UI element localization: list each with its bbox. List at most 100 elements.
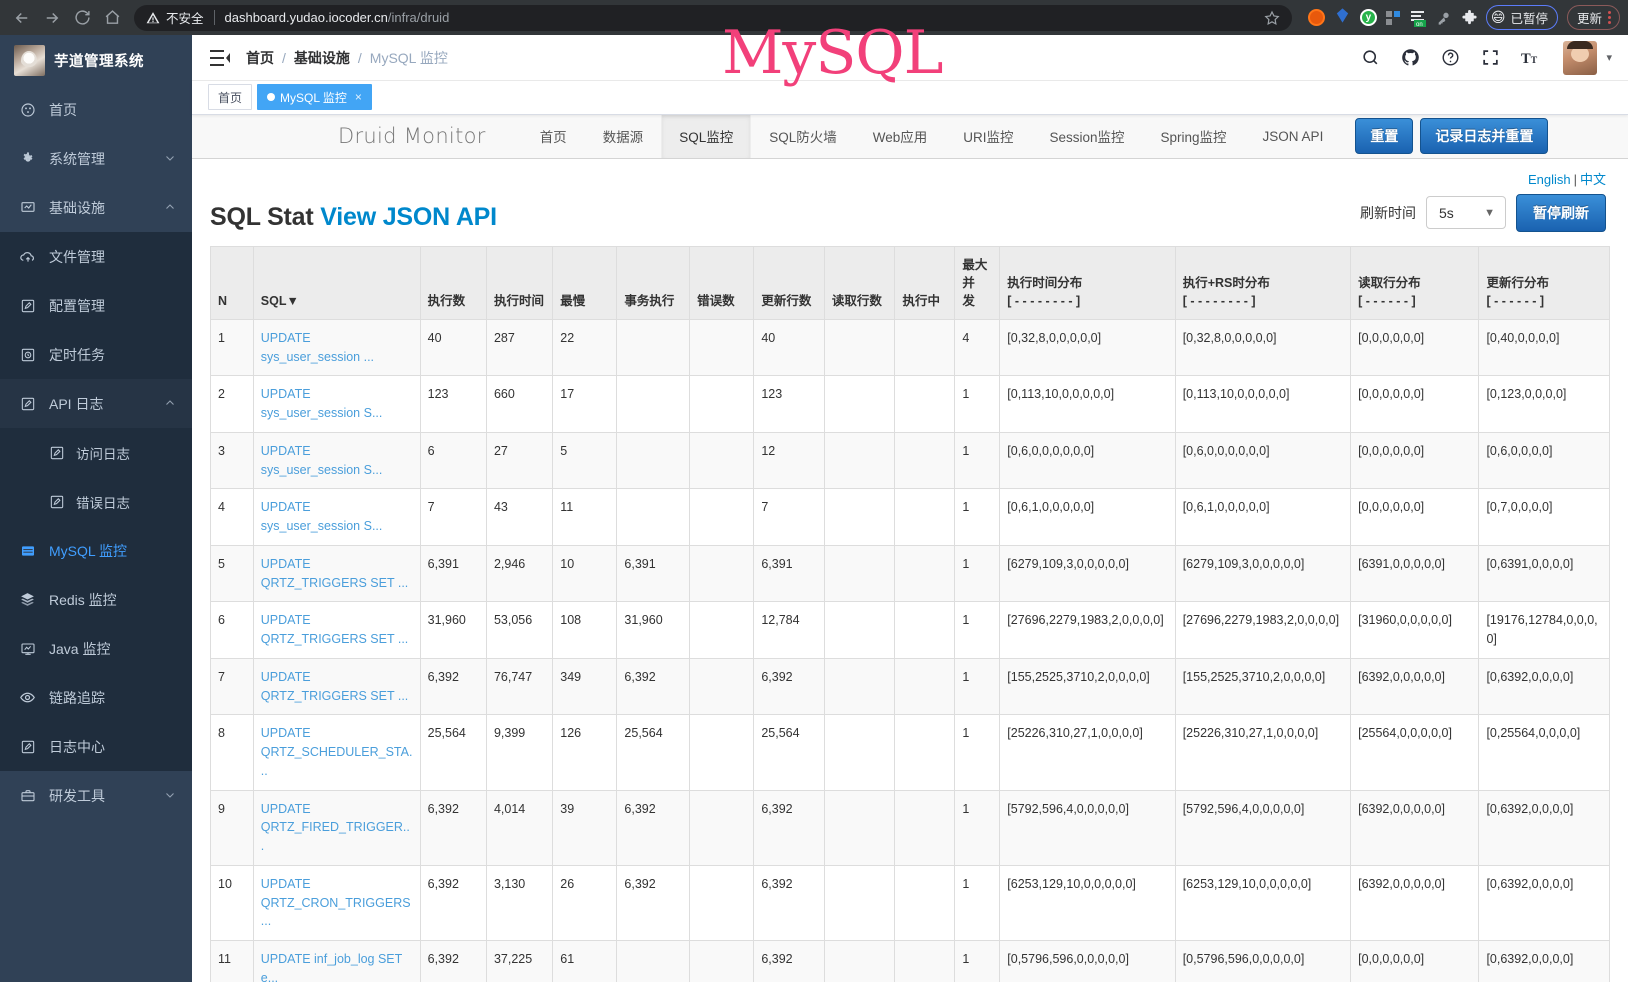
refresh-interval-select[interactable]: 5s ▼ <box>1426 196 1506 230</box>
cell-sql[interactable]: UPDATE QRTZ_TRIGGERS SET ... <box>252 544 421 603</box>
github-icon[interactable] <box>1401 48 1420 67</box>
reload-button[interactable] <box>68 4 96 32</box>
sidebar-toggle-icon[interactable] <box>192 49 246 66</box>
help-icon[interactable] <box>1441 48 1460 67</box>
table-header-14[interactable]: 更新行分布 [ - - - - - - ] <box>1478 245 1610 320</box>
sidebar-item-10[interactable]: Redis 监控 <box>0 575 192 624</box>
profile-paused-pill[interactable]: 😄 已暂停 <box>1485 5 1558 30</box>
druid-nav-0[interactable]: 首页 <box>522 115 585 158</box>
sidebar-item-14[interactable]: 研发工具 <box>0 771 192 820</box>
sidebar-item-11[interactable]: Java 监控 <box>0 624 192 673</box>
cell-sql[interactable]: UPDATE sys_user_session ... <box>252 318 421 377</box>
table-header-12[interactable]: 执行+RS时分布 [ - - - - - - - - ] <box>1174 245 1352 320</box>
druid-nav-1[interactable]: 数据源 <box>585 115 662 158</box>
extension-orange-icon[interactable] <box>1307 9 1325 26</box>
pause-refresh-button[interactable]: 暂停刷新 <box>1516 193 1606 232</box>
sidebar-item-0[interactable]: 首页 <box>0 85 192 134</box>
druid-nav-8[interactable]: JSON API <box>1245 115 1342 158</box>
home-button[interactable] <box>98 4 126 32</box>
cell-sql[interactable]: UPDATE QRTZ_CRON_TRIGGERS... <box>252 864 421 942</box>
sql-link[interactable]: UPDATE sys_user_session S... <box>260 443 383 477</box>
cell-sql[interactable]: UPDATE sys_user_session S... <box>252 488 421 546</box>
sidebar-item-2[interactable]: 基础设施 <box>0 183 192 232</box>
table-header-10[interactable]: 最大并发 <box>954 245 1001 320</box>
breadcrumb-item-1[interactable]: 基础设施 <box>293 49 350 66</box>
sql-link[interactable]: UPDATE sys_user_session S... <box>260 500 383 534</box>
druid-nav-4[interactable]: Web应用 <box>855 115 946 158</box>
bookmark-star-icon[interactable] <box>1264 10 1280 26</box>
cell-sql[interactable]: UPDATE QRTZ_TRIGGERS SET ... <box>252 601 421 659</box>
cell-sql[interactable]: UPDATE sys_user_session S... <box>252 431 421 490</box>
sidebar-item-9[interactable]: MySQL 监控 <box>0 526 192 575</box>
sql-link[interactable]: UPDATE sys_user_session ... <box>260 330 375 364</box>
table-header-0[interactable]: N <box>210 245 254 320</box>
fullscreen-icon[interactable] <box>1481 48 1500 67</box>
back-button[interactable] <box>8 4 36 32</box>
table-header-3[interactable]: 执行时间 <box>485 245 554 320</box>
table-header-1[interactable]: SQL▼ <box>252 245 421 320</box>
update-pill[interactable]: 更新 <box>1566 5 1620 30</box>
extension-grid-icon[interactable] <box>1385 10 1402 26</box>
table-header-5[interactable]: 事务执行 <box>616 245 691 320</box>
sql-link[interactable]: UPDATE QRTZ_SCHEDULER_STA... <box>260 726 413 778</box>
table-header-7[interactable]: 更新行数 <box>753 245 825 320</box>
druid-nav-6[interactable]: Session监控 <box>1031 115 1142 158</box>
sidebar-item-12[interactable]: 链路追踪 <box>0 673 192 722</box>
sql-link[interactable]: UPDATE QRTZ_TRIGGERS SET ... <box>260 613 409 647</box>
avatar[interactable] <box>1563 40 1598 75</box>
view-json-api-link[interactable]: View JSON API <box>320 202 497 231</box>
table-header-sub: [ - - - - - - - - ] <box>1007 293 1081 308</box>
table-header-2[interactable]: 执行数 <box>419 245 487 320</box>
sql-link[interactable]: UPDATE inf_job_log SET e... <box>260 952 403 982</box>
log-and-reset-button[interactable]: 记录日志并重置 <box>1420 118 1549 155</box>
lang-english-link[interactable]: English <box>1527 171 1571 187</box>
cell-sql[interactable]: UPDATE QRTZ_FIRED_TRIGGER... <box>252 789 421 866</box>
chevron-down-icon[interactable]: ▾ <box>1606 52 1612 65</box>
sidebar-item-1[interactable]: 系统管理 <box>0 134 192 183</box>
druid-nav-2[interactable]: SQL监控 <box>661 114 752 158</box>
extension-list-on-icon[interactable]: on <box>1410 10 1427 28</box>
table-header-6[interactable]: 错误数 <box>689 245 755 320</box>
sidebar-item-3[interactable]: 文件管理 <box>0 232 192 281</box>
druid-nav-5[interactable]: URI监控 <box>945 115 1031 158</box>
druid-nav-3[interactable]: SQL防火墙 <box>751 115 855 158</box>
extensions-puzzle-icon[interactable] <box>1461 9 1477 26</box>
tag-item-0[interactable]: 首页 <box>208 84 253 111</box>
extension-diamond-icon[interactable] <box>1334 7 1351 29</box>
lang-chinese-link[interactable]: 中文 <box>1579 171 1606 187</box>
tag-item-1[interactable]: MySQL 监控 × <box>257 84 372 111</box>
cell-sql[interactable]: UPDATE sys_user_session S... <box>252 375 421 433</box>
sql-link[interactable]: UPDATE QRTZ_FIRED_TRIGGER... <box>260 801 410 854</box>
sql-link[interactable]: UPDATE QRTZ_TRIGGERS SET ... <box>260 556 409 590</box>
forward-button[interactable] <box>38 4 66 32</box>
cell-sql[interactable]: UPDATE inf_job_log SET e... <box>252 940 421 982</box>
sidebar-item-4[interactable]: 配置管理 <box>0 281 192 330</box>
sidebar-item-label: API 日志 <box>49 395 104 412</box>
table-header-11[interactable]: 执行时间分布 [ - - - - - - - - ] <box>999 245 1176 320</box>
cell-sql[interactable]: UPDATE QRTZ_SCHEDULER_STA... <box>252 714 421 791</box>
sql-link[interactable]: UPDATE sys_user_session S... <box>260 387 383 421</box>
sidebar-item-7[interactable]: 访问日志 <box>0 428 192 477</box>
table-header-9[interactable]: 执行中 <box>894 245 956 320</box>
cell-sql[interactable]: UPDATE QRTZ_TRIGGERS SET ... <box>252 657 421 716</box>
table-header-4[interactable]: 最慢 <box>552 245 618 320</box>
sidebar-item-6[interactable]: API 日志 <box>0 379 192 428</box>
extension-key-icon[interactable] <box>1436 10 1452 26</box>
breadcrumb-item-0[interactable]: 首页 <box>246 49 274 66</box>
sidebar-item-8[interactable]: 错误日志 <box>0 477 192 526</box>
brand[interactable]: 芋道管理系统 <box>0 35 192 85</box>
sql-link[interactable]: UPDATE QRTZ_CRON_TRIGGERS... <box>260 876 411 929</box>
sidebar-item-13[interactable]: 日志中心 <box>0 722 192 771</box>
reset-button[interactable]: 重置 <box>1355 118 1414 155</box>
extension-green-check-icon[interactable]: y <box>1359 9 1377 26</box>
sidebar-item-5[interactable]: 定时任务 <box>0 330 192 379</box>
druid-nav-7[interactable]: Spring监控 <box>1143 115 1245 158</box>
search-icon[interactable] <box>1361 48 1380 67</box>
close-icon[interactable]: × <box>354 90 362 105</box>
address-bar[interactable]: 不安全 dashboard.yudao.iocoder.cn/infra/dru… <box>134 4 1292 31</box>
table-header-13[interactable]: 读取行分布 [ - - - - - - ] <box>1350 245 1480 320</box>
table-header-8[interactable]: 读取行数 <box>823 245 896 320</box>
browser-menu-icon[interactable] <box>1606 11 1613 24</box>
sql-link[interactable]: UPDATE QRTZ_TRIGGERS SET ... <box>260 669 409 703</box>
